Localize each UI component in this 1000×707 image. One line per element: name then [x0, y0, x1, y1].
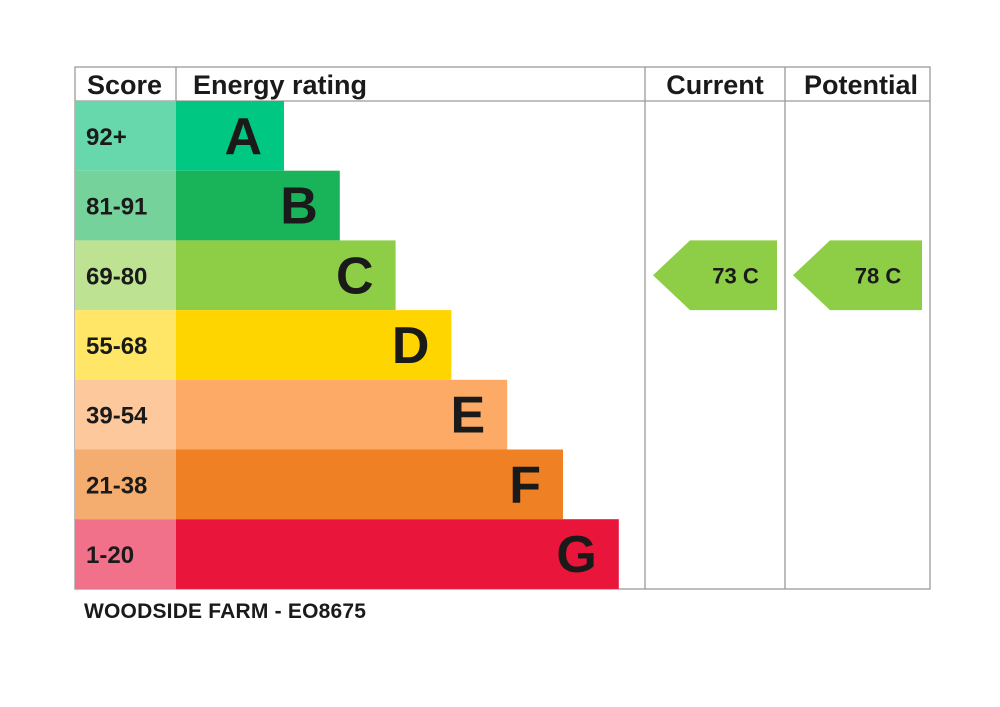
current-header: Current [666, 70, 764, 100]
band-a: 92+ A [75, 101, 284, 171]
rating-bar-a [176, 101, 284, 171]
potential-rating-label: 78 C [855, 263, 902, 288]
column-headers: Score Energy rating Current Potential [87, 70, 918, 100]
current-rating: 73 C [653, 240, 777, 311]
score-cell-c [75, 240, 176, 311]
band-d: 55-68 D [75, 310, 452, 380]
score-cell-a [75, 101, 176, 171]
energy-rating-header: Energy rating [193, 70, 367, 100]
band-letter-f: F [509, 456, 541, 514]
rating-bar-e [176, 379, 508, 450]
property-caption: WOODSIDE FARM - EO8675 [84, 600, 367, 623]
current-rating-label: 73 C [712, 263, 759, 288]
score-range-c: 69-80 [86, 263, 147, 290]
score-range-e: 39-54 [86, 403, 148, 430]
score-cell-d [75, 310, 176, 380]
band-letter-e: E [451, 387, 486, 445]
band-f: 21-38 F [75, 449, 563, 520]
potential-rating-arrow [793, 240, 922, 311]
band-letter-a: A [224, 108, 262, 166]
band-b: 81-91 B [75, 170, 340, 241]
band-letter-g: G [556, 526, 596, 584]
score-range-b: 81-91 [86, 194, 147, 221]
score-range-d: 55-68 [86, 333, 147, 360]
band-letter-b: B [280, 178, 318, 236]
rating-indicators: 73 C 78 C [653, 240, 922, 311]
current-rating-arrow [653, 240, 777, 311]
potential-rating: 78 C [793, 240, 922, 311]
rating-bar-c [176, 240, 396, 311]
score-cell-g [75, 519, 176, 589]
score-cell-b [75, 170, 176, 241]
band-g: 1-20 G [75, 519, 619, 589]
score-header: Score [87, 70, 162, 100]
band-letter-d: D [392, 317, 430, 375]
potential-header: Potential [804, 70, 918, 100]
rating-bar-g [176, 519, 619, 589]
score-cell-f [75, 449, 176, 520]
score-range-g: 1-20 [86, 542, 134, 569]
band-e: 39-54 E [75, 379, 508, 450]
band-letter-c: C [336, 247, 374, 305]
score-range-a: 92+ [86, 124, 127, 151]
rating-bar-f [176, 449, 563, 520]
rating-bands: 92+ A 81-91 B 69-80 C 55-68 D 39-54 E 21-38 F 1-20 G [75, 101, 619, 589]
rating-bar-d [176, 310, 452, 380]
score-range-f: 21-38 [86, 472, 147, 499]
rating-bar-b [176, 170, 340, 241]
band-c: 69-80 C [75, 240, 396, 311]
score-cell-e [75, 379, 176, 450]
